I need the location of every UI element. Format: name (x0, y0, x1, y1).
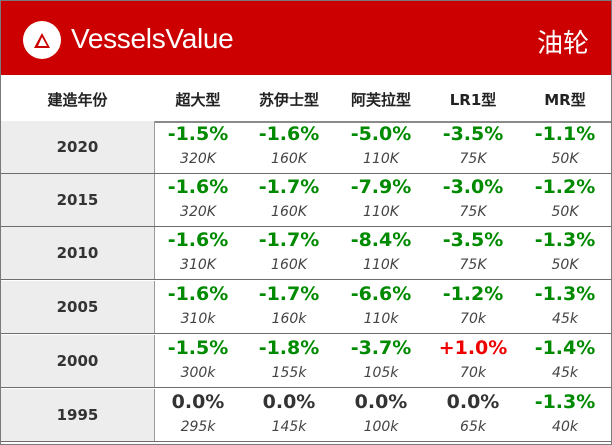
dwt-size: 160K (271, 151, 307, 167)
ship-type-title: 油轮 (536, 29, 589, 59)
year-cell: 2015 (1, 174, 155, 226)
dwt-size: 295k (180, 419, 216, 435)
dwt-size: 110K (363, 151, 399, 167)
value-change-pct: -3.7% (350, 337, 412, 359)
dwt-size: 105k (363, 365, 399, 381)
dwt-size: 320K (180, 151, 216, 167)
dwt-size: 40k (552, 419, 578, 435)
table-row: 2010 -1.6% 310K -1.7% 160K -8.4% 110K -3.5% 75K -… (1, 227, 611, 280)
value-change-pct: -1.5% (167, 337, 229, 359)
vesselsvalue-logo-icon (23, 21, 61, 59)
dwt-size: 160k (271, 311, 307, 327)
dwt-size: 50K (551, 151, 579, 167)
table-row: 2015 -1.6% 320K -1.7% 160K -7.9% 110K -3.0% 75K -… (1, 174, 611, 227)
dwt-size: 300k (180, 365, 216, 381)
value-change-pct: -1.1% (534, 123, 596, 145)
year-cell: 1995 (1, 389, 155, 441)
dwt-size: 45k (552, 365, 578, 381)
dwt-size: 75K (459, 257, 487, 273)
dwt-size: 310k (180, 311, 216, 327)
value-change-pct: -1.6% (258, 123, 320, 145)
value-change-pct: 0.0% (171, 391, 225, 413)
value-change-pct: -3.0% (442, 176, 504, 198)
col-header-lr1: LR1型 (449, 91, 497, 109)
dwt-size: 110k (363, 311, 399, 327)
build-year: 1995 (56, 406, 99, 424)
col-header-suezmax: 苏伊士型 (258, 91, 319, 109)
col-header-mr: MR型 (544, 91, 586, 109)
value-change-pct: -5.0% (350, 123, 412, 145)
value-change-pct: -6.6% (350, 283, 412, 305)
dwt-size: 160K (271, 257, 307, 273)
dwt-size: 70k (460, 311, 486, 327)
column-header-row: 建造年份 超大型 苏伊士型 阿芙拉型 LR1型 MR型 (1, 75, 611, 123)
value-change-pct: 0.0% (262, 391, 316, 413)
dwt-size: 75K (459, 204, 487, 220)
value-change-pct: -1.4% (534, 337, 596, 359)
year-cell: 2005 (1, 281, 155, 333)
dwt-size: 310K (180, 257, 216, 273)
table-row: 2020 -1.5% 320K -1.6% 160K -5.0% 110K -3.5% 75K -… (1, 121, 611, 174)
col-header-year: 建造年份 (47, 91, 108, 109)
value-change-pct: 0.0% (446, 391, 500, 413)
value-change-pct: -7.9% (350, 176, 412, 198)
value-change-pct: -1.8% (258, 337, 320, 359)
dwt-size: 75K (459, 151, 487, 167)
value-change-pct: +1.0% (438, 337, 508, 359)
year-cell: 2020 (1, 121, 155, 173)
value-change-pct: -1.6% (167, 283, 229, 305)
dwt-size: 50K (551, 257, 579, 273)
value-change-pct: -1.5% (167, 123, 229, 145)
table-row: 2005 -1.6% 310k -1.7% 160k -6.6% 110k -1.2% 70k -… (1, 281, 611, 334)
value-change-pct: -1.7% (258, 229, 320, 251)
table-row: 2000 -1.5% 300k -1.8% 155k -3.7% 105k +1.0% 70k -… (1, 335, 611, 388)
year-cell: 2010 (1, 227, 155, 279)
value-change-pct: -1.3% (534, 391, 596, 413)
build-year: 2000 (56, 352, 99, 370)
dwt-size: 155k (271, 365, 307, 381)
value-change-pct: -1.2% (534, 176, 596, 198)
dwt-size: 320K (180, 204, 216, 220)
build-year: 2010 (56, 244, 99, 262)
year-cell: 2000 (1, 335, 155, 387)
build-year: 2020 (56, 138, 99, 156)
value-change-pct: -1.3% (534, 283, 596, 305)
value-change-pct: 0.0% (354, 391, 408, 413)
value-change-pct: -3.5% (442, 229, 504, 251)
col-header-vlcc: 超大型 (175, 91, 221, 109)
table-row: 1995 0.0% 295k 0.0% 145k 0.0% 100k 0.0% 65k -1.3%… (1, 389, 611, 442)
dwt-size: 110K (363, 204, 399, 220)
dwt-size: 160K (271, 204, 307, 220)
dwt-size: 50K (551, 204, 579, 220)
value-change-pct: -1.6% (167, 176, 229, 198)
value-change-pct: -3.5% (442, 123, 504, 145)
build-year: 2005 (56, 298, 99, 316)
col-header-aframax: 阿芙拉型 (350, 91, 411, 109)
value-change-pct: -8.4% (350, 229, 412, 251)
value-change-pct: -1.3% (534, 229, 596, 251)
dwt-size: 110K (363, 257, 399, 273)
dwt-size: 65k (460, 419, 486, 435)
dwt-size: 70k (460, 365, 486, 381)
value-change-pct: -1.7% (258, 176, 320, 198)
dwt-size: 100k (363, 419, 399, 435)
dwt-size: 45k (552, 311, 578, 327)
header-bar: VesselsValue 油轮 (1, 1, 611, 75)
build-year: 2015 (56, 191, 99, 209)
value-change-pct: -1.6% (167, 229, 229, 251)
brand-name: VesselsValue (71, 23, 234, 54)
value-change-pct: -1.2% (442, 283, 504, 305)
dwt-size: 145k (271, 419, 307, 435)
value-change-pct: -1.7% (258, 283, 320, 305)
